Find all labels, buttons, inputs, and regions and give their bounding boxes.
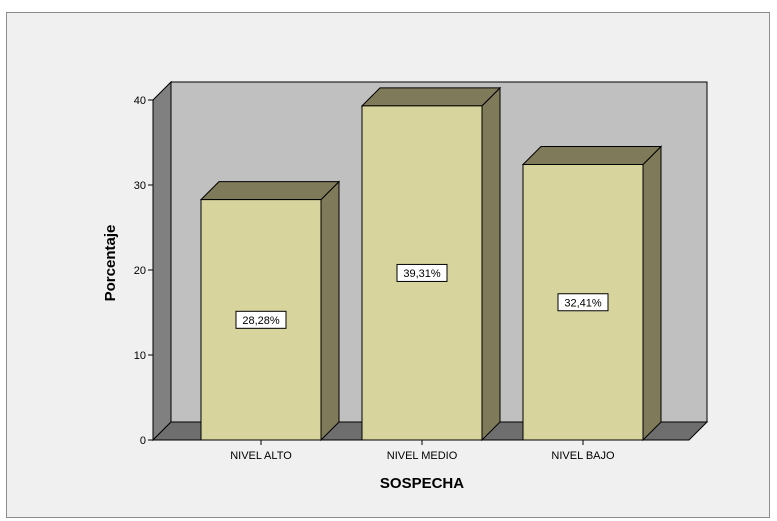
x-axis-title: SOSPECHA bbox=[380, 475, 464, 492]
bar-nivel-alto: 28,28% bbox=[201, 182, 339, 440]
bar-side bbox=[482, 88, 500, 440]
y-tick-label: 30 bbox=[134, 180, 146, 192]
data-label: 28,28% bbox=[236, 311, 286, 328]
y-tick-label: 0 bbox=[140, 435, 146, 447]
x-tick-label: NIVEL BAJO bbox=[551, 450, 615, 462]
bar-side bbox=[321, 182, 339, 440]
y-tick-label: 20 bbox=[134, 265, 146, 277]
bar-top bbox=[523, 147, 661, 165]
bar-nivel-bajo: 32,41% bbox=[523, 147, 661, 440]
bar-nivel-medio: 39,31% bbox=[362, 88, 500, 440]
data-label: 39,31% bbox=[397, 264, 447, 281]
bar-top bbox=[201, 182, 339, 200]
data-label-text: 32,41% bbox=[564, 297, 602, 309]
side-wall bbox=[153, 82, 171, 440]
bar-top bbox=[362, 88, 500, 106]
y-tick-label: 10 bbox=[134, 350, 146, 362]
y-axis-title: Porcentaje bbox=[102, 225, 119, 302]
data-label-text: 39,31% bbox=[403, 268, 441, 280]
data-label: 32,41% bbox=[558, 294, 608, 311]
x-tick-label: NIVEL MEDIO bbox=[387, 450, 458, 462]
y-tick-label: 40 bbox=[134, 95, 146, 107]
data-label-text: 28,28% bbox=[242, 315, 280, 327]
x-tick-label: NIVEL ALTO bbox=[230, 450, 292, 462]
bar-side bbox=[643, 147, 661, 440]
